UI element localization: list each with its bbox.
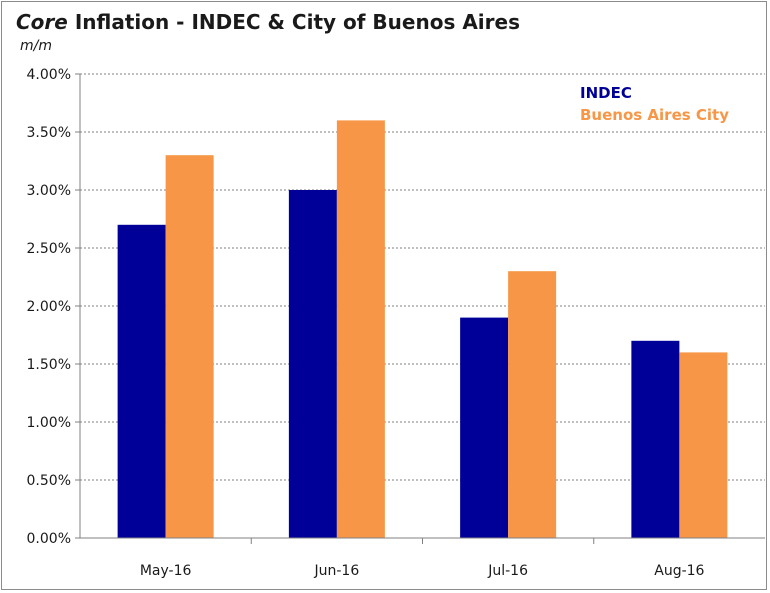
- bar: [508, 271, 557, 538]
- y-tick-label: 1.00%: [27, 415, 71, 431]
- chart-title: Core Inflation - INDEC & City of Buenos …: [16, 10, 520, 34]
- x-tick-label: Jun-16: [314, 563, 360, 579]
- legend: INDEC Buenos Aires City: [580, 84, 729, 124]
- axes: [79, 74, 765, 539]
- y-tick-label: 0.00%: [27, 531, 71, 547]
- y-tick-label: 1.50%: [27, 357, 71, 373]
- y-tick-label: 3.50%: [27, 125, 71, 141]
- chart-title-emphasis: Core: [16, 10, 68, 34]
- bar: [460, 317, 509, 538]
- y-tick-label: 2.50%: [27, 241, 71, 257]
- x-tick-label: Aug-16: [654, 563, 704, 579]
- y-tick-label: 0.50%: [27, 473, 71, 489]
- bar: [288, 190, 337, 538]
- y-axis-ticks: 0.00% 0.50% 1.00% 1.50% 2.00% 2.50% 3.00% 3.50%…: [27, 67, 80, 547]
- x-tick-label: May-16: [140, 563, 192, 579]
- y-tick-label: 4.00%: [27, 67, 71, 83]
- chart-title-text: Inflation - INDEC & City of Buenos Aires: [67, 10, 520, 34]
- bar: [165, 155, 214, 538]
- y-tick-label: 3.00%: [27, 183, 71, 199]
- y-tick-label: 2.00%: [27, 299, 71, 315]
- legend-entry: INDEC: [580, 84, 632, 102]
- bar: [679, 352, 728, 538]
- bar: [117, 224, 166, 539]
- bar: [336, 120, 385, 539]
- bar: [631, 340, 680, 538]
- bars: [117, 120, 728, 539]
- chart-subtitle: m/m: [20, 38, 52, 54]
- x-tick-label: Jul-16: [487, 563, 528, 579]
- x-axis-ticks: May-16 Jun-16 Jul-16 Aug-16: [140, 538, 705, 579]
- legend-entry: Buenos Aires City: [580, 106, 729, 124]
